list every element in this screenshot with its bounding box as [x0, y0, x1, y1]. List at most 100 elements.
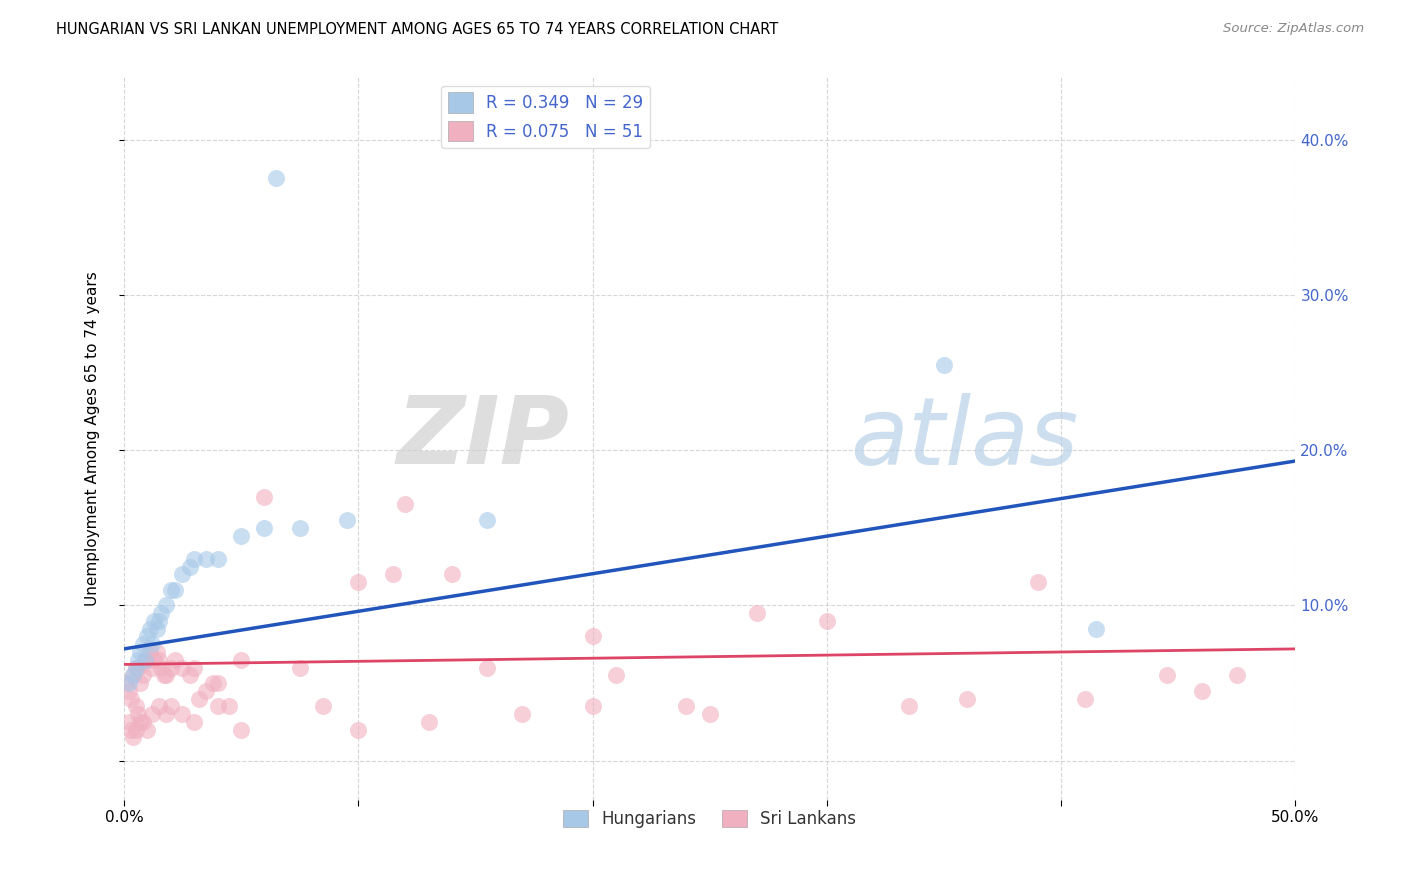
Point	[1085, 622, 1108, 636]
Point	[229, 653, 252, 667]
Point	[124, 660, 146, 674]
Point	[1026, 575, 1049, 590]
Point	[475, 660, 498, 674]
Point	[131, 668, 153, 682]
Point	[155, 599, 177, 613]
Point	[148, 614, 170, 628]
Point	[124, 723, 146, 737]
Point	[264, 171, 287, 186]
Point	[187, 691, 209, 706]
Point	[155, 668, 177, 682]
Point	[581, 699, 603, 714]
Point	[815, 614, 838, 628]
Point	[1191, 683, 1213, 698]
Point	[183, 714, 205, 729]
Point	[138, 622, 160, 636]
Point	[179, 668, 201, 682]
Point	[136, 630, 159, 644]
Point	[117, 714, 139, 729]
Point	[172, 567, 194, 582]
Point	[136, 723, 159, 737]
Point	[141, 707, 163, 722]
Point	[207, 699, 229, 714]
Point	[897, 699, 920, 714]
Point	[143, 653, 166, 667]
Point	[172, 660, 194, 674]
Point	[134, 653, 156, 667]
Point	[312, 699, 335, 714]
Point	[115, 676, 138, 690]
Point	[145, 622, 167, 636]
Point	[218, 699, 240, 714]
Point	[141, 637, 163, 651]
Point	[143, 614, 166, 628]
Point	[122, 731, 145, 745]
Point	[159, 699, 181, 714]
Point	[183, 660, 205, 674]
Point	[172, 707, 194, 722]
Point	[229, 723, 252, 737]
Text: atlas: atlas	[851, 393, 1078, 484]
Point	[127, 707, 149, 722]
Point	[127, 660, 149, 674]
Point	[335, 513, 357, 527]
Point	[382, 567, 405, 582]
Point	[148, 699, 170, 714]
Point	[152, 668, 174, 682]
Point	[475, 513, 498, 527]
Point	[1156, 668, 1178, 682]
Point	[194, 683, 217, 698]
Point	[150, 660, 173, 674]
Point	[440, 567, 463, 582]
Text: Source: ZipAtlas.com: Source: ZipAtlas.com	[1223, 22, 1364, 36]
Point	[134, 653, 156, 667]
Point	[124, 660, 146, 674]
Point	[288, 521, 311, 535]
Point	[165, 653, 187, 667]
Point	[136, 653, 159, 667]
Point	[155, 707, 177, 722]
Point	[288, 660, 311, 674]
Point	[150, 606, 173, 620]
Point	[127, 653, 149, 667]
Point	[159, 582, 181, 597]
Point	[141, 660, 163, 674]
Point	[122, 668, 145, 682]
Text: ZIP: ZIP	[396, 392, 569, 484]
Point	[179, 559, 201, 574]
Point	[165, 582, 187, 597]
Point	[229, 528, 252, 542]
Point	[120, 723, 142, 737]
Y-axis label: Unemployment Among Ages 65 to 74 years: Unemployment Among Ages 65 to 74 years	[86, 271, 100, 606]
Point	[699, 707, 721, 722]
Point	[194, 551, 217, 566]
Point	[124, 699, 146, 714]
Point	[129, 676, 152, 690]
Point	[117, 683, 139, 698]
Point	[117, 676, 139, 690]
Point	[129, 645, 152, 659]
Point	[418, 714, 440, 729]
Point	[347, 575, 370, 590]
Point	[120, 691, 142, 706]
Point	[131, 637, 153, 651]
Point	[148, 653, 170, 667]
Point	[581, 630, 603, 644]
Point	[207, 551, 229, 566]
Point	[138, 645, 160, 659]
Legend: Hungarians, Sri Lankans: Hungarians, Sri Lankans	[557, 803, 863, 835]
Point	[347, 723, 370, 737]
Point	[394, 498, 416, 512]
Point	[159, 660, 181, 674]
Text: HUNGARIAN VS SRI LANKAN UNEMPLOYMENT AMONG AGES 65 TO 74 YEARS CORRELATION CHART: HUNGARIAN VS SRI LANKAN UNEMPLOYMENT AMO…	[56, 22, 779, 37]
Point	[183, 551, 205, 566]
Point	[145, 645, 167, 659]
Point	[207, 676, 229, 690]
Point	[253, 490, 276, 504]
Point	[129, 714, 152, 729]
Point	[1073, 691, 1095, 706]
Point	[956, 691, 979, 706]
Point	[253, 521, 276, 535]
Point	[745, 606, 768, 620]
Point	[122, 668, 145, 682]
